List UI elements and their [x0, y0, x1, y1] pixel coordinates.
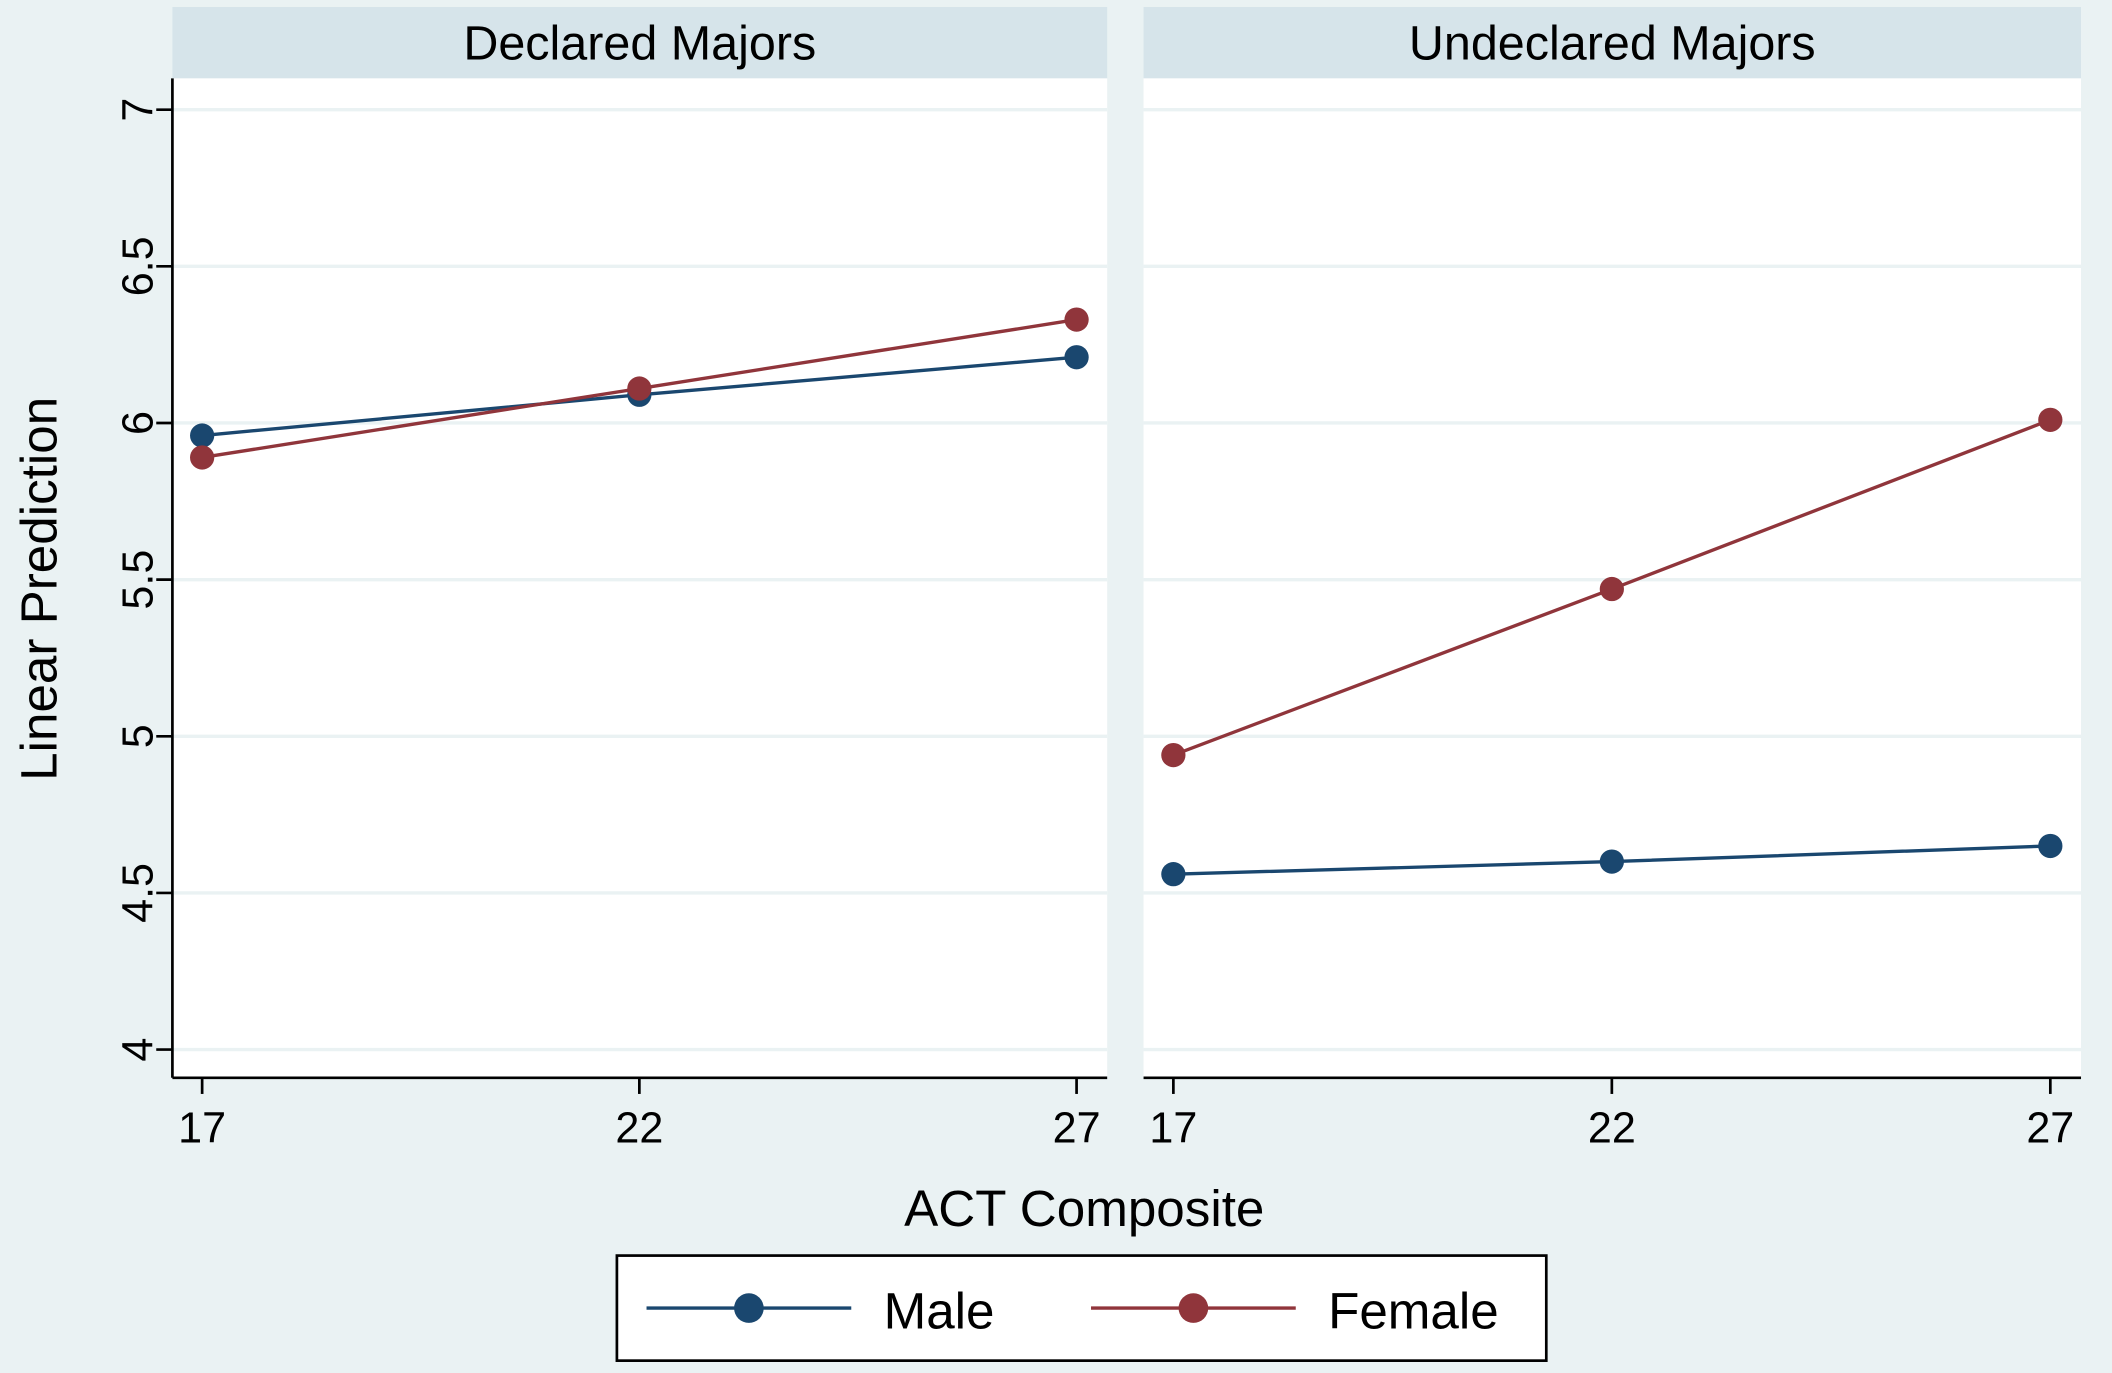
legend-label: Male [884, 1282, 995, 1339]
x-tick-label: 27 [1053, 1104, 1101, 1152]
data-point [1161, 862, 1186, 887]
data-point [190, 445, 215, 470]
panel-header [1143, 6, 2082, 79]
data-point [627, 376, 652, 401]
data-point [1064, 307, 1089, 332]
data-point [1161, 742, 1186, 768]
x-tick-label: 17 [178, 1104, 226, 1152]
data-point [190, 423, 215, 448]
x-tick-label: 22 [1588, 1104, 1636, 1152]
data-point [2038, 407, 2063, 432]
y-axis-label: Linear Prediction [11, 397, 68, 781]
legend-label: Female [1328, 1282, 1499, 1339]
y-tick-label: 6.5 [114, 236, 162, 296]
data-point [1599, 576, 1624, 602]
data-point [1064, 345, 1089, 370]
x-tick-label: 27 [2026, 1104, 2074, 1152]
panel-title: Undeclared Majors [1409, 16, 1816, 70]
y-tick-label: 5 [114, 724, 162, 748]
legend-marker [1178, 1293, 1209, 1323]
y-tick-label: 7 [114, 98, 162, 122]
y-tick-label: 4 [114, 1038, 162, 1062]
panel-header [172, 6, 1108, 79]
data-point [1599, 849, 1624, 874]
data-point [2038, 833, 2063, 859]
panel-title: Declared Majors [463, 16, 816, 70]
x-axis-label: ACT Composite [904, 1180, 1264, 1237]
legend-marker [734, 1293, 764, 1323]
y-tick-label: 6 [114, 411, 162, 435]
x-tick-label: 22 [615, 1104, 663, 1152]
y-tick-label: 5.5 [114, 550, 162, 610]
x-tick-label: 17 [1149, 1104, 1197, 1152]
y-tick-label: 4.5 [114, 863, 162, 923]
